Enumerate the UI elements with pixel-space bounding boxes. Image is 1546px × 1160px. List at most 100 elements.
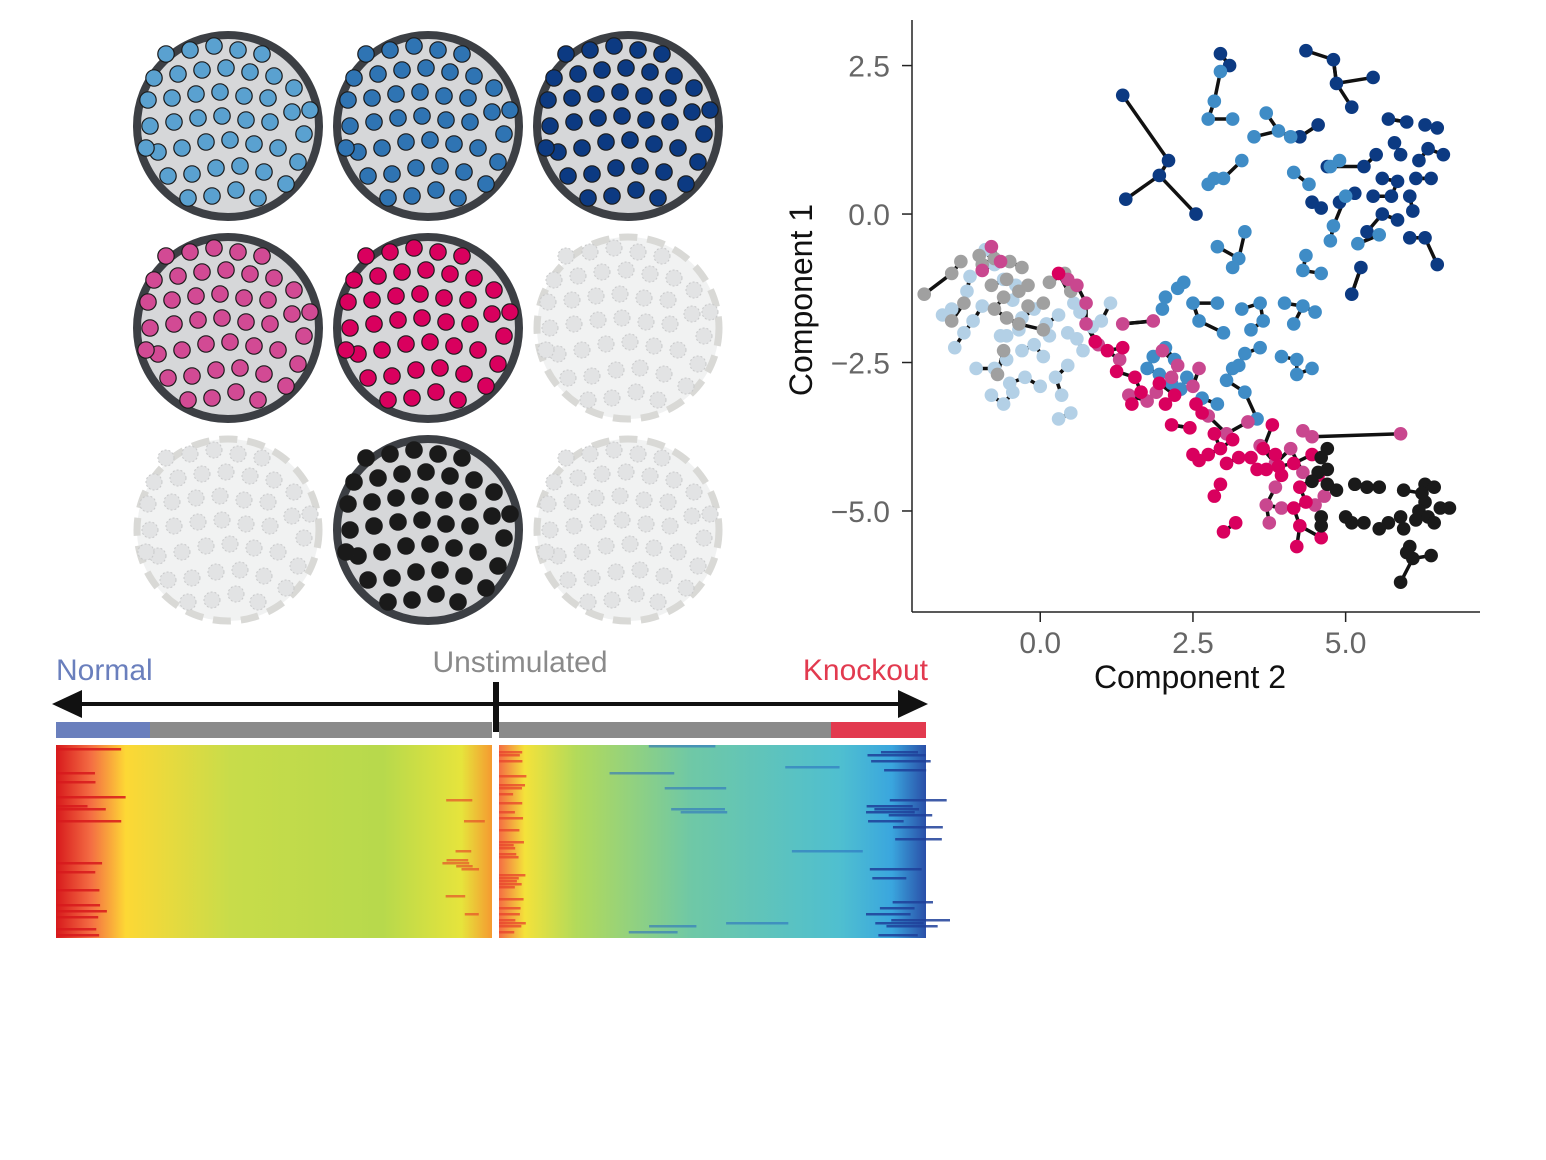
cell-dot <box>573 543 591 561</box>
data-point <box>1406 204 1420 218</box>
cell-dot <box>289 557 307 575</box>
cell-dot <box>221 535 239 553</box>
cell-dot <box>629 445 647 463</box>
data-point <box>1259 498 1274 512</box>
cell-dot <box>701 303 719 321</box>
data-point <box>957 296 971 310</box>
data-point <box>996 290 1011 304</box>
cell-dot <box>593 61 611 79</box>
cell-dot <box>369 267 387 285</box>
cell-dot <box>565 315 583 333</box>
cell-dot <box>449 391 467 409</box>
cell-dot <box>603 389 621 407</box>
cell-dot <box>581 445 599 463</box>
cell-dot <box>469 341 487 359</box>
data-point <box>1393 426 1408 441</box>
cell-dot <box>605 37 623 55</box>
cell-dot <box>241 265 259 283</box>
cell-dot <box>495 529 513 547</box>
cell-dot <box>455 365 473 383</box>
data-point <box>1021 299 1035 313</box>
cell-dot <box>283 103 301 121</box>
data-point <box>1314 266 1329 281</box>
data-point <box>1036 296 1051 310</box>
cell-dot <box>605 239 623 257</box>
cell-dot <box>573 139 591 157</box>
well-1-3 <box>533 31 723 221</box>
data-point <box>1314 519 1329 533</box>
data-point <box>1308 305 1322 319</box>
data-point <box>1296 263 1310 278</box>
data-point <box>1210 239 1225 254</box>
data-point <box>944 314 959 328</box>
cell-dot <box>489 153 507 171</box>
cell-dot <box>495 327 513 345</box>
cell-dot <box>669 543 687 561</box>
cell-dot <box>411 83 429 101</box>
data-point <box>1442 501 1457 515</box>
data-point <box>1305 195 1319 209</box>
data-point <box>1231 450 1246 465</box>
cell-dot <box>483 507 501 525</box>
well-1-2 <box>333 31 523 221</box>
cell-dot <box>627 383 645 401</box>
data-point <box>960 284 974 299</box>
cell-dot <box>579 189 597 207</box>
cell-dot <box>389 109 407 127</box>
cell-dot <box>583 569 601 587</box>
data-point <box>1140 361 1154 376</box>
data-point <box>1338 510 1353 524</box>
data-point <box>1418 230 1432 245</box>
cell-dot <box>241 63 259 81</box>
data-point <box>1268 447 1283 462</box>
data-point <box>1427 516 1441 530</box>
cell-dot <box>683 103 701 121</box>
cell-dot <box>655 163 673 181</box>
cell-dot <box>635 491 653 509</box>
cell-dot <box>207 361 225 379</box>
cell-dot <box>163 89 181 107</box>
data-point <box>1207 489 1222 503</box>
data-point <box>1320 462 1335 477</box>
cell-dot <box>579 391 597 409</box>
cell-dot <box>341 521 359 539</box>
data-point <box>1244 323 1258 337</box>
data-point <box>1210 397 1225 411</box>
data-point <box>1381 112 1396 126</box>
cell-dot <box>427 585 445 603</box>
data-point <box>1412 153 1426 168</box>
lineage-edge <box>1121 94 1170 162</box>
cell-dot <box>393 61 411 79</box>
cell-dot <box>189 513 207 531</box>
x-tick-label: 0.0 <box>1019 627 1061 660</box>
data-point <box>1314 530 1329 545</box>
cell-dot <box>339 91 357 109</box>
cell-dot <box>397 537 415 555</box>
data-point <box>1277 296 1292 310</box>
cell-dot <box>537 139 555 157</box>
data-point <box>1195 406 1209 420</box>
data-point <box>1286 501 1301 515</box>
data-point <box>1225 260 1240 275</box>
cell-dot <box>341 117 359 135</box>
data-point <box>975 299 990 313</box>
cell-dot <box>289 153 307 171</box>
y-tick-label: −5.0 <box>831 496 890 529</box>
cell-dot <box>557 449 575 467</box>
data-point <box>1125 397 1139 411</box>
data-point <box>1005 385 1020 400</box>
cell-dot <box>441 265 459 283</box>
cell-dot <box>139 293 157 311</box>
data-point <box>1152 168 1167 183</box>
data-points <box>917 43 1457 590</box>
cell-dot <box>259 89 277 107</box>
cell-dot <box>485 79 503 97</box>
x-tick-label: 5.0 <box>1325 627 1367 660</box>
cell-dot <box>173 341 191 359</box>
cell-dot <box>653 449 671 467</box>
data-point <box>1201 447 1216 462</box>
data-point <box>1213 46 1228 61</box>
cell-dot <box>455 567 473 585</box>
cell-dot <box>621 333 639 351</box>
data-point <box>1219 373 1234 388</box>
